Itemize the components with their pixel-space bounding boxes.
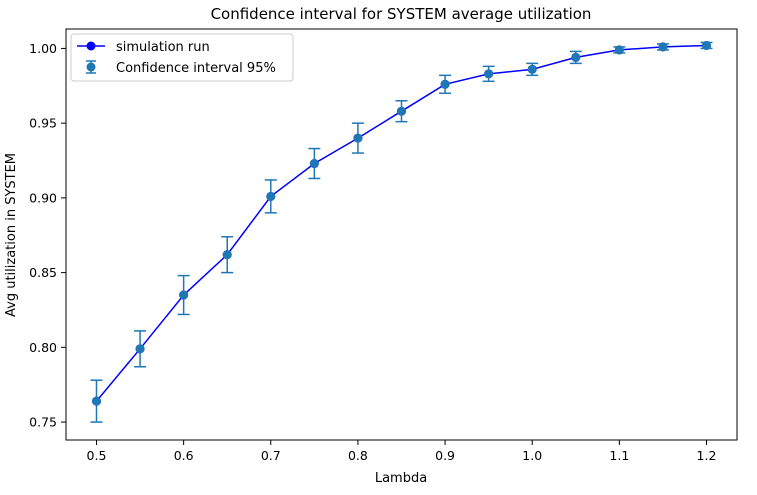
- x-tick-label: 1.1: [609, 448, 629, 463]
- y-tick-label: 1.00: [29, 41, 57, 56]
- y-axis-label: Avg utilization in SYSTEM: [4, 153, 19, 317]
- point-confidence-interval: [702, 40, 711, 50]
- point-confidence-interval: [92, 396, 101, 406]
- point-confidence-interval: [614, 45, 624, 55]
- point-confidence-interval: [179, 290, 189, 300]
- point-confidence-interval: [484, 69, 494, 79]
- x-tick-label: 1.2: [697, 448, 717, 463]
- series-line-simulation-run: [95, 44, 707, 402]
- point-confidence-interval: [353, 133, 363, 143]
- plot-frame: [65, 28, 738, 441]
- y-tick-label: 0.90: [29, 190, 57, 205]
- y-tick-label: 0.75: [29, 415, 57, 430]
- y-tick-label: 0.85: [29, 265, 57, 280]
- legend-label-confidence-interval: Confidence interval 95%: [116, 61, 276, 76]
- x-tick-label: 0.5: [87, 448, 107, 463]
- point-confidence-interval: [135, 344, 145, 354]
- y-tick-label: 0.95: [29, 116, 57, 131]
- legend: simulation run Confidence interval 95%: [70, 33, 294, 82]
- legend-label-simulation-run: simulation run: [116, 40, 210, 55]
- point-confidence-interval: [222, 250, 232, 260]
- x-axis-label: Lambda: [375, 471, 427, 486]
- x-tick-label: 0.6: [174, 448, 194, 463]
- point-confidence-interval: [397, 106, 406, 116]
- point-confidence-interval: [658, 42, 668, 52]
- x-tick-label: 0.8: [348, 448, 368, 463]
- x-tick-label: 1.0: [522, 448, 542, 463]
- legend-marker-confidence-interval: [86, 62, 96, 72]
- legend-marker-simulation-run: [86, 41, 96, 51]
- point-confidence-interval: [440, 79, 450, 89]
- plot-area: [90, 40, 713, 423]
- x-tick-label: 0.7: [261, 448, 281, 463]
- legend-frame: [70, 33, 294, 82]
- point-confidence-interval: [309, 159, 319, 169]
- point-confidence-interval: [571, 52, 581, 62]
- point-confidence-interval: [266, 191, 276, 201]
- x-tick-label: 0.9: [435, 448, 455, 463]
- axes: 0.5 0.6 0.7 0.8 0.9 1.0 1.1 1.2 0.75 0.80 0.85 0.90…: [29, 41, 716, 463]
- y-tick-label: 0.80: [29, 340, 57, 355]
- chart-title: Confidence interval for SYSTEM average u…: [211, 5, 592, 23]
- point-confidence-interval: [527, 64, 537, 74]
